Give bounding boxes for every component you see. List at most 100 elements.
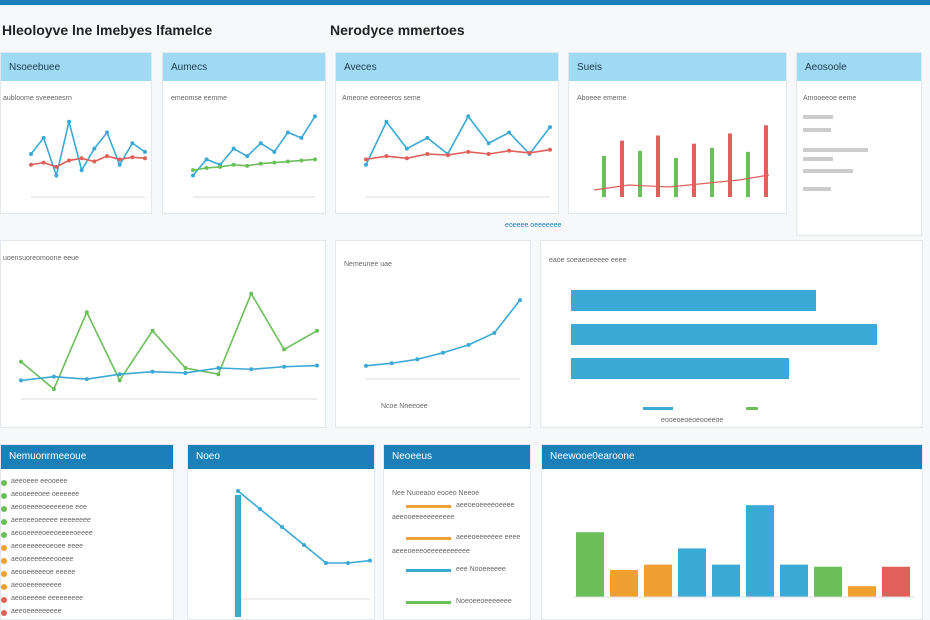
- data-point: [117, 157, 122, 162]
- data-point: [117, 378, 122, 383]
- data-point: [51, 387, 56, 392]
- series-line: [365, 148, 551, 161]
- card-subtitle: Ameone eoreeeros seme: [342, 95, 421, 102]
- bar: [780, 564, 808, 597]
- data-point: [231, 146, 236, 151]
- list-line: [803, 115, 833, 119]
- mid-item-label: aeeoeoeeeeoeeee: [456, 502, 515, 509]
- hbar-3: [571, 358, 789, 379]
- card-line-small[interactable]: Noeo: [187, 444, 375, 620]
- list-item[interactable]: aeooeeeeoeeeeeoe eee: [1, 503, 171, 515]
- card-list[interactable]: Nemuonrmeeoue aeeoeee eeooeee aeooeeeoee …: [0, 444, 174, 620]
- data-point: [507, 130, 512, 135]
- card-bars[interactable]: Neewooe0earoone: [541, 444, 923, 620]
- data-point: [324, 561, 328, 565]
- line-chart: [364, 114, 552, 198]
- list-item[interactable]: aeooeeeeeeeooeee: [1, 555, 171, 567]
- list-item[interactable]: aeooeeeeeoe eeeee: [1, 568, 171, 580]
- bar-chart: [593, 125, 770, 197]
- data-point: [150, 328, 155, 333]
- card-trend-wide[interactable]: uoensuoreomoone eeue: [0, 240, 326, 428]
- status-dot: [1, 506, 7, 512]
- data-point: [282, 364, 287, 369]
- data-point: [425, 152, 430, 156]
- card-subtitle: Nemeunee uae: [344, 261, 392, 268]
- list-item-label: aeeoeeoeeeee eeeeeeee: [11, 517, 91, 524]
- list-item[interactable]: aeeoeeoeeeee eeeeeeee: [1, 516, 171, 528]
- series-line: [192, 158, 316, 171]
- list-item[interactable]: aeoeeeeeeoeoee eeee: [1, 542, 171, 554]
- bar: [656, 135, 660, 197]
- mid-list-item[interactable]: Noeoeeoeeeeeee: [384, 597, 528, 609]
- data-point: [507, 148, 512, 153]
- data-point: [466, 342, 471, 347]
- list-item[interactable]: aeooeeeee eeeeeeeee: [1, 594, 171, 606]
- list-line: [803, 128, 831, 132]
- data-point: [67, 158, 71, 163]
- data-point: [29, 152, 33, 156]
- series-line: [192, 115, 316, 177]
- mid-list-item[interactable]: aeeeoeeeeeee eeee: [384, 533, 528, 545]
- card-sueis[interactable]: Sueis Aboeee ememe: [568, 52, 787, 214]
- data-point: [441, 350, 445, 355]
- card-header: Aveces: [336, 53, 558, 81]
- data-point: [92, 146, 97, 151]
- data-point: [258, 507, 262, 511]
- list-item-label: aeooeeeeeeeee: [11, 582, 62, 589]
- mid-list-item[interactable]: aeeooeeeeeeeeeee: [384, 513, 528, 525]
- data-point: [191, 168, 195, 173]
- data-point: [130, 141, 135, 146]
- bar-chart: [574, 505, 914, 598]
- data-point: [183, 366, 188, 370]
- mid-list-item[interactable]: Nee Nuoeaoo eooeo Neeoe: [384, 489, 528, 501]
- list-item-label: aeeoeeeeeeeee: [11, 608, 62, 615]
- view-more-link[interactable]: eoeeee oeeeeeee: [505, 222, 562, 229]
- card-nsoeebuee[interactable]: Nsoeebuee aubloome sveeeoesrn: [0, 52, 152, 214]
- data-point: [84, 377, 89, 382]
- list-item-label: aeooeeeeeeeooeee: [11, 556, 74, 563]
- bar: [814, 566, 842, 597]
- card-growth[interactable]: Nemeunee uae Ncoe Nneeoee: [335, 240, 531, 428]
- list-item[interactable]: aeooeeeeeeeee: [1, 581, 171, 593]
- list-item-label: aeoeeeeeeoeoee eeee: [11, 543, 84, 550]
- series-line: [365, 114, 551, 166]
- card-subtitle: Aboeee ememe: [577, 95, 627, 102]
- list-item-label: aeeoeee eeooeee: [11, 478, 68, 485]
- data-point: [67, 119, 71, 124]
- mid-item-label: Noeoeeoeeeeeee: [456, 598, 512, 605]
- card-header: Nemuonrmeeoue: [1, 445, 173, 469]
- list-item[interactable]: aeooeeeeoeeoeeeeoeeee: [1, 529, 171, 541]
- data-point: [299, 158, 304, 163]
- status-dot: [1, 558, 7, 564]
- data-point: [249, 291, 254, 296]
- data-point: [258, 161, 263, 166]
- data-point: [54, 164, 59, 169]
- card-aumecs[interactable]: Aumecs emeomse eemme: [162, 52, 326, 214]
- list-item-label: aeooeeeoee oeeeeee: [11, 491, 80, 498]
- list-line: [803, 169, 853, 173]
- card-aveces[interactable]: Aveces Ameone eoreeeros seme: [335, 52, 559, 214]
- list-item-label: aeooeeeee eeeeeeeee: [11, 595, 84, 602]
- data-point: [183, 370, 188, 375]
- card-hbar[interactable]: eaoe soeaeoeeeee eeee eooeoeoeoeooeeoe: [540, 240, 923, 428]
- mid-item-label: Nee Nuoeaoo eooeo Neeoe: [392, 490, 480, 497]
- bar: [746, 151, 750, 197]
- card-mid-list[interactable]: Neoeeus Nee Nuoeaoo eooeo Neeoe aeeoeoeee…: [383, 444, 531, 620]
- data-point: [216, 366, 221, 370]
- list-item[interactable]: aeeoeeeeeeeee: [1, 607, 171, 619]
- data-point: [272, 149, 277, 154]
- bar: [620, 140, 624, 197]
- series-line: [365, 299, 521, 367]
- status-dot: [1, 480, 7, 486]
- card-footer: eooeoeoeoeooeeoe: [661, 417, 724, 424]
- bar: [728, 133, 732, 197]
- status-dot: [1, 519, 7, 525]
- mid-list-item[interactable]: aeeeoeeeoeeeeeeeeeee: [384, 547, 528, 559]
- list-item[interactable]: aeeoeee eeooeee: [1, 477, 171, 489]
- legend-swatch: [643, 407, 673, 410]
- list-item[interactable]: aeooeeeoee oeeeeee: [1, 490, 171, 502]
- mid-list-item[interactable]: aeeoeoeeeeoeeee: [384, 501, 528, 513]
- data-point: [285, 159, 290, 164]
- card-aeosoole[interactable]: Aeosoole Amooeeoe eeme: [796, 52, 922, 236]
- mid-list-item[interactable]: eee Nooeeeeee: [384, 565, 528, 577]
